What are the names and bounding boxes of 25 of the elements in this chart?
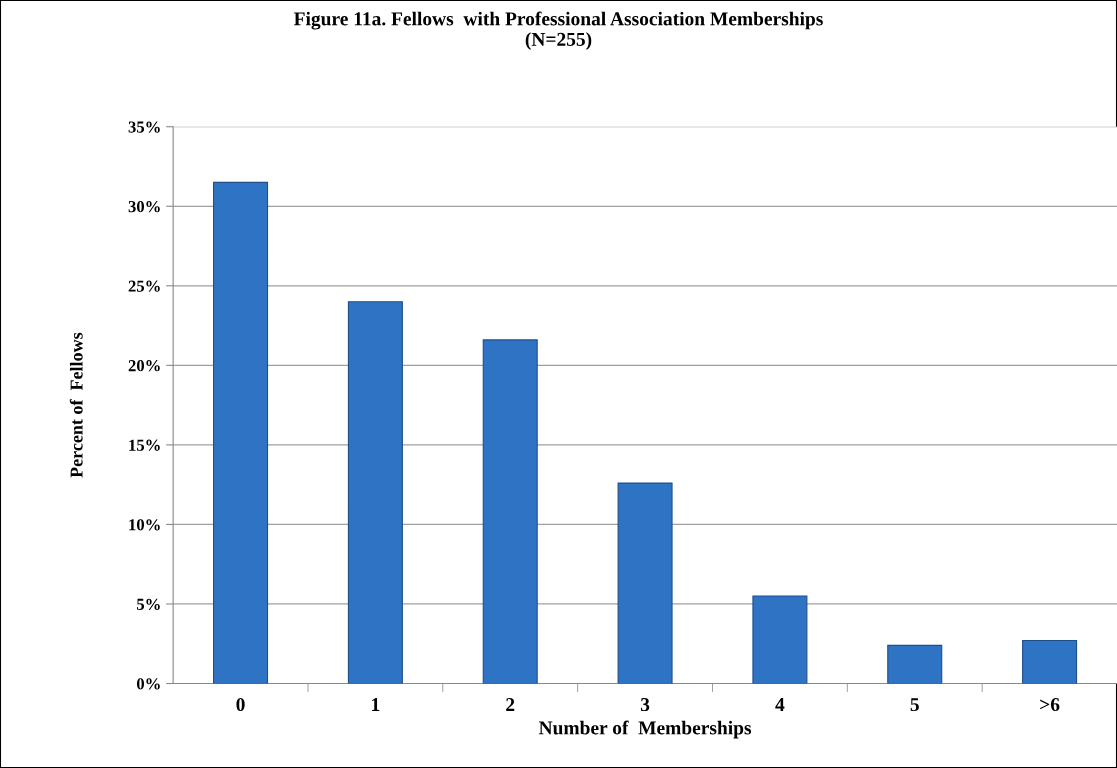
x-tick-label: 4	[775, 698, 785, 711]
bar	[347, 301, 403, 684]
y-tick-label: 0%	[136, 678, 160, 690]
bar	[482, 339, 538, 684]
y-tick-label: 5%	[137, 598, 160, 610]
y-tick-label: 20%	[128, 360, 160, 372]
bar	[213, 181, 269, 684]
x-tick-label: 0	[236, 697, 245, 712]
y-tick-label: 15%	[129, 439, 160, 451]
x-tick-label: 5	[910, 698, 919, 712]
bar	[617, 482, 673, 684]
bar	[1022, 640, 1078, 684]
y-tick-label: 30%	[128, 200, 160, 213]
bar	[887, 644, 943, 684]
chart-title: Figure 11a. Fellows with Professional Association Memberships (N=255)	[293, 11, 823, 50]
y-tick-label: 35%	[128, 121, 160, 133]
x-tick-label: 1	[372, 698, 380, 711]
x-tick-label: >6	[1040, 698, 1060, 712]
y-axis-title: Percent of Fellows	[69, 332, 83, 478]
x-tick-label: 3	[640, 698, 650, 712]
y-tick-label: 25%	[128, 280, 160, 292]
x-axis-title: Number of Memberships	[538, 720, 752, 739]
bar	[752, 595, 808, 684]
x-tick-label: 2	[506, 698, 515, 711]
y-tick-label: 10%	[129, 519, 160, 531]
